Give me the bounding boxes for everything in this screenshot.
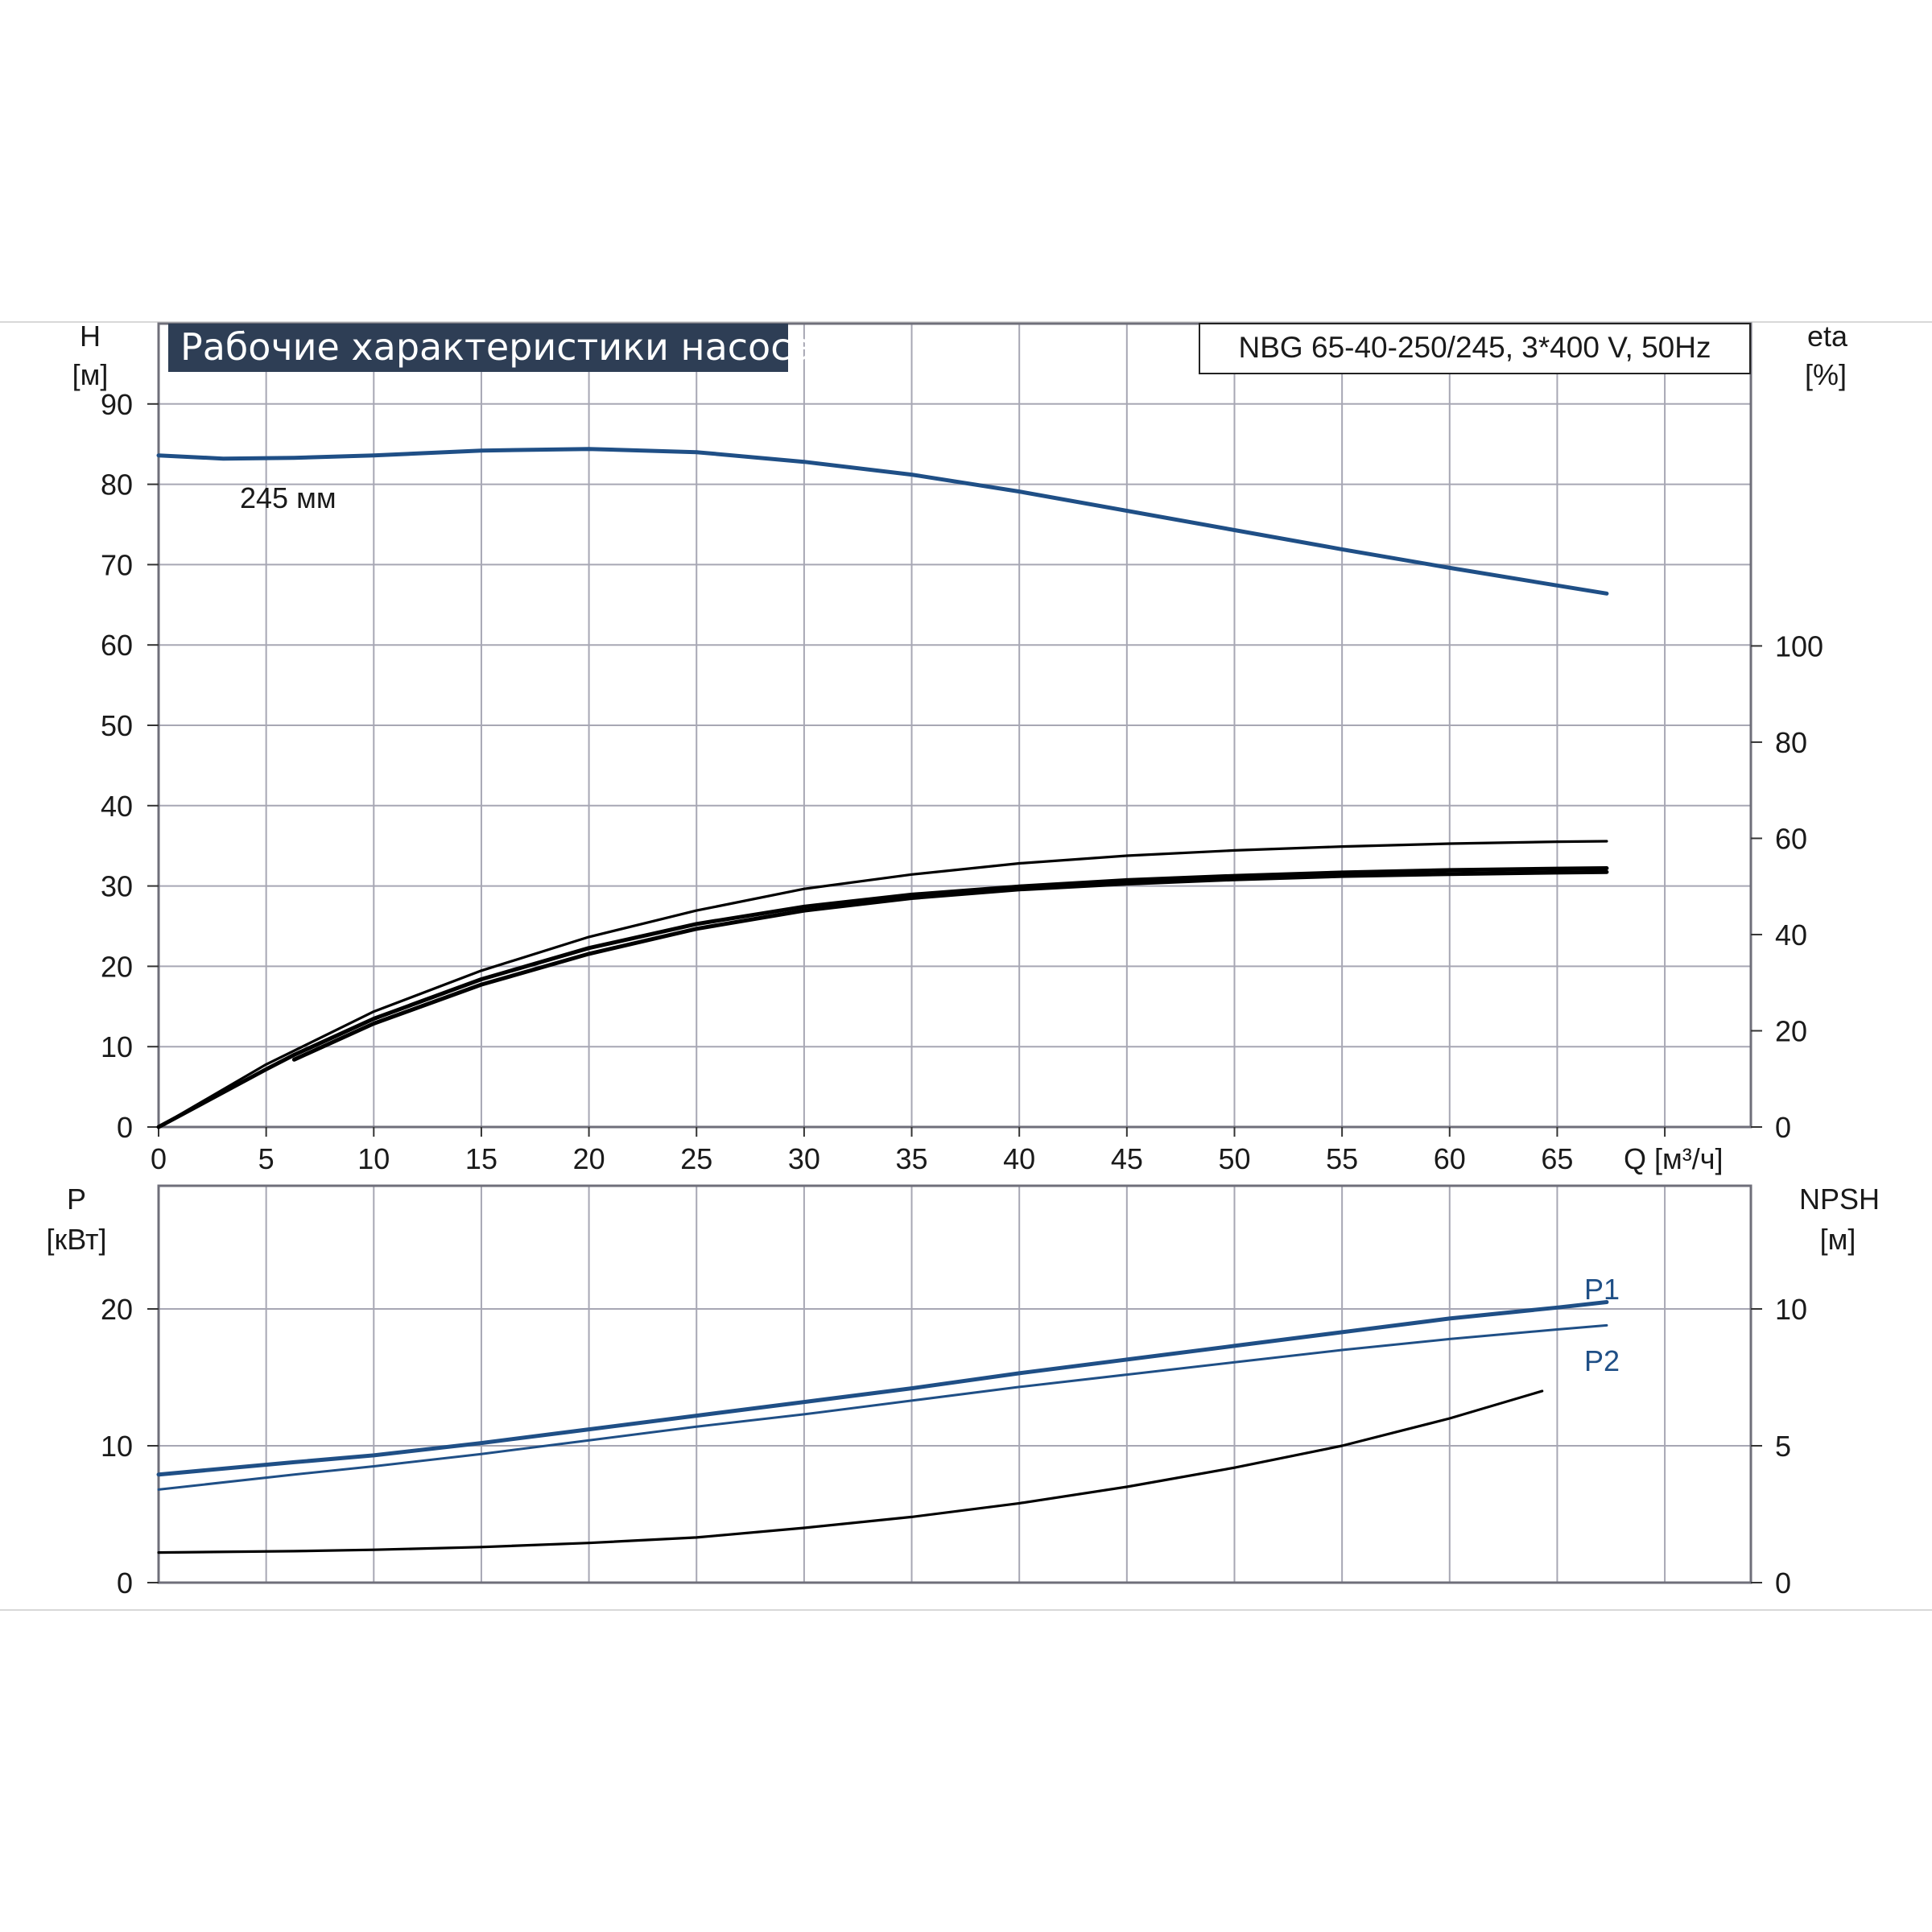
- upper-y2-tick-label: 60: [1775, 822, 1807, 855]
- y-axis-title-h: H: [80, 320, 101, 353]
- upper-x-tick-label: 0: [151, 1142, 167, 1175]
- curve-annotation: 245 мм: [240, 481, 336, 514]
- lower-series-npsh: [157, 1389, 1544, 1554]
- lower-series-p2: [157, 1323, 1608, 1491]
- upper-y2-tick-label: 40: [1775, 919, 1807, 952]
- lower-plot-frame: [157, 1184, 1752, 1584]
- model-box: [1199, 323, 1751, 374]
- upper-plot: 0 10 20 30 40 50 60 70 80 90 0 20 40 60 80 100 0 5 10 15 20 2…: [72, 320, 1848, 1175]
- lower-grid: [159, 1186, 1751, 1583]
- upper-x-tick-label: 60: [1434, 1142, 1466, 1175]
- upper-series-245-мм: [156, 447, 1609, 596]
- y-axis-unit-h: [м]: [72, 358, 109, 391]
- upper-y-tick-label: 60: [101, 629, 133, 662]
- upper-series: [156, 447, 1609, 1129]
- series-label-p2: P2: [1584, 1344, 1620, 1377]
- lower-y-tick-label: 20: [101, 1293, 133, 1326]
- upper-tick-labels: 0 10 20 30 40 50 60 70 80 90 0 20 40 60 80 100 0 5 10 15 20 2…: [101, 388, 1823, 1175]
- upper-x-tick-label: 35: [896, 1142, 928, 1175]
- lower-series: [156, 1300, 1609, 1554]
- upper-y-tick-label: 20: [101, 950, 133, 983]
- lower-y-tick-label: 0: [117, 1567, 133, 1600]
- upper-y2-tick-label: 0: [1775, 1111, 1791, 1144]
- y2-axis-unit-eta: [%]: [1805, 358, 1847, 391]
- y2-axis-title-npsh: NPSH: [1799, 1183, 1880, 1216]
- upper-y-tick-label: 70: [101, 548, 133, 581]
- series-label-p1: P1: [1584, 1273, 1620, 1306]
- upper-y2-tick-label: 100: [1775, 630, 1823, 663]
- upper-y-tick-label: 90: [101, 388, 133, 421]
- upper-y2-tick-label: 80: [1775, 726, 1807, 759]
- upper-y-tick-label: 30: [101, 870, 133, 903]
- upper-x-tick-label: 25: [680, 1142, 712, 1175]
- x-axis-title: Q [м³/ч]: [1624, 1142, 1724, 1175]
- upper-series-curve-3: [291, 869, 1609, 1062]
- upper-y-tick-label: 80: [101, 469, 133, 502]
- y-axis-title-p: P: [67, 1183, 86, 1216]
- upper-grid: [159, 323, 1751, 1127]
- upper-x-tick-label: 10: [357, 1142, 390, 1175]
- upper-series-curve-2: [157, 840, 1608, 1129]
- upper-y-tick-label: 40: [101, 790, 133, 823]
- model-label: NBG 65-40-250/245, 3*400 V, 50Hz: [1239, 331, 1711, 364]
- upper-x-tick-label: 30: [788, 1142, 820, 1175]
- lower-plot: 0 10 20 0 5 10 P [кВт] NPSH [м] P1 P2: [46, 1183, 1880, 1600]
- lower-series-p1: [156, 1300, 1609, 1477]
- lower-y2-tick-label: 10: [1775, 1293, 1807, 1326]
- y-axis-unit-p: [кВт]: [46, 1223, 106, 1256]
- lower-tick-labels: 0 10 20 0 5 10: [101, 1293, 1807, 1600]
- upper-y-tick-label: 0: [117, 1111, 133, 1144]
- upper-x-tick-label: 40: [1003, 1142, 1035, 1175]
- y2-axis-title-eta: eta: [1807, 320, 1848, 353]
- upper-y-tick-label: 50: [101, 709, 133, 742]
- upper-x-tick-label: 65: [1541, 1142, 1573, 1175]
- upper-x-tick-label: 5: [258, 1142, 275, 1175]
- upper-x-tick-label: 50: [1218, 1142, 1250, 1175]
- upper-x-tick-label: 20: [573, 1142, 605, 1175]
- upper-x-tick-label: 45: [1111, 1142, 1143, 1175]
- upper-series-curve-1: [156, 866, 1609, 1129]
- title-box: [168, 324, 788, 372]
- upper-x-tick-label: 55: [1326, 1142, 1358, 1175]
- upper-x-tick-label: 15: [465, 1142, 497, 1175]
- chart-title: Рабочие характеристики насоса: [180, 325, 814, 369]
- upper-y-tick-label: 10: [101, 1030, 133, 1063]
- y2-axis-unit-npsh: [м]: [1820, 1223, 1856, 1256]
- lower-y-tick-label: 10: [101, 1430, 133, 1463]
- upper-y2-tick-label: 20: [1775, 1014, 1807, 1047]
- lower-y2-tick-label: 5: [1775, 1430, 1791, 1463]
- lower-y2-tick-label: 0: [1775, 1567, 1791, 1600]
